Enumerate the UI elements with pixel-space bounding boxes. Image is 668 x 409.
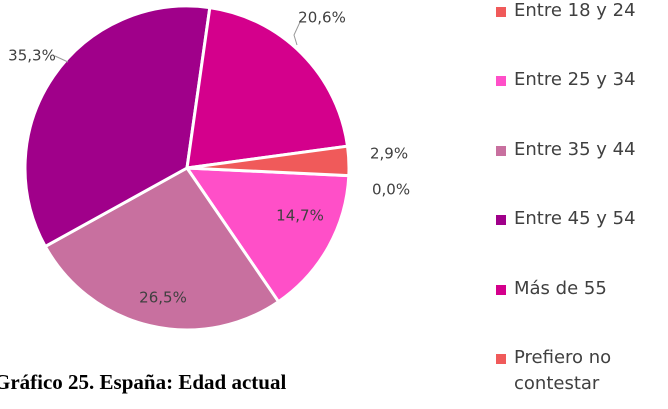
legend-swatch — [496, 145, 506, 156]
legend-item: Entre 25 y 34 — [496, 67, 661, 93]
legend-swatch — [496, 284, 506, 295]
legend-item: Entre 45 y 54 — [496, 206, 661, 232]
leader-line — [293, 21, 301, 46]
data-label: 20,6% — [298, 9, 346, 27]
pie-chart: 0,0% 14,7% 26,5% 35,3% 20,6% 2,9% — [8, 4, 410, 332]
legend-label: Prefiero no contestar — [514, 347, 612, 394]
legend-swatch — [496, 76, 506, 87]
legend-label: Más de 55 — [514, 277, 607, 299]
legend-label: Entre 18 y 24 — [514, 0, 636, 21]
pie-slice — [186, 144, 351, 178]
legend-swatch — [496, 215, 506, 226]
data-label: 2,9% — [370, 145, 408, 163]
legend-item: Prefiero no contestar — [496, 345, 661, 397]
pie-slice — [185, 5, 350, 170]
legend-item: Entre 35 y 44 — [496, 137, 661, 163]
legend-item: Más de 55 — [496, 276, 661, 302]
legend-label: Entre 45 y 54 — [514, 208, 636, 230]
leader-line — [54, 55, 69, 63]
legend-item: Entre 18 y 24 — [496, 0, 661, 24]
data-label: 0,0% — [372, 181, 410, 199]
legend-swatch — [496, 7, 506, 17]
data-label: 14,7% — [276, 207, 324, 225]
legend-label: Entre 35 y 44 — [514, 138, 636, 160]
pie-slice — [23, 4, 212, 249]
pie-slice — [184, 166, 351, 304]
data-label: 26,5% — [139, 289, 187, 307]
pie-slice — [43, 166, 281, 332]
chart-title: Gráfico 25. España: Edad actual — [0, 370, 287, 394]
legend-swatch — [496, 354, 506, 364]
legend-label: Entre 25 y 34 — [514, 69, 636, 91]
data-label: 35,3% — [8, 47, 56, 65]
